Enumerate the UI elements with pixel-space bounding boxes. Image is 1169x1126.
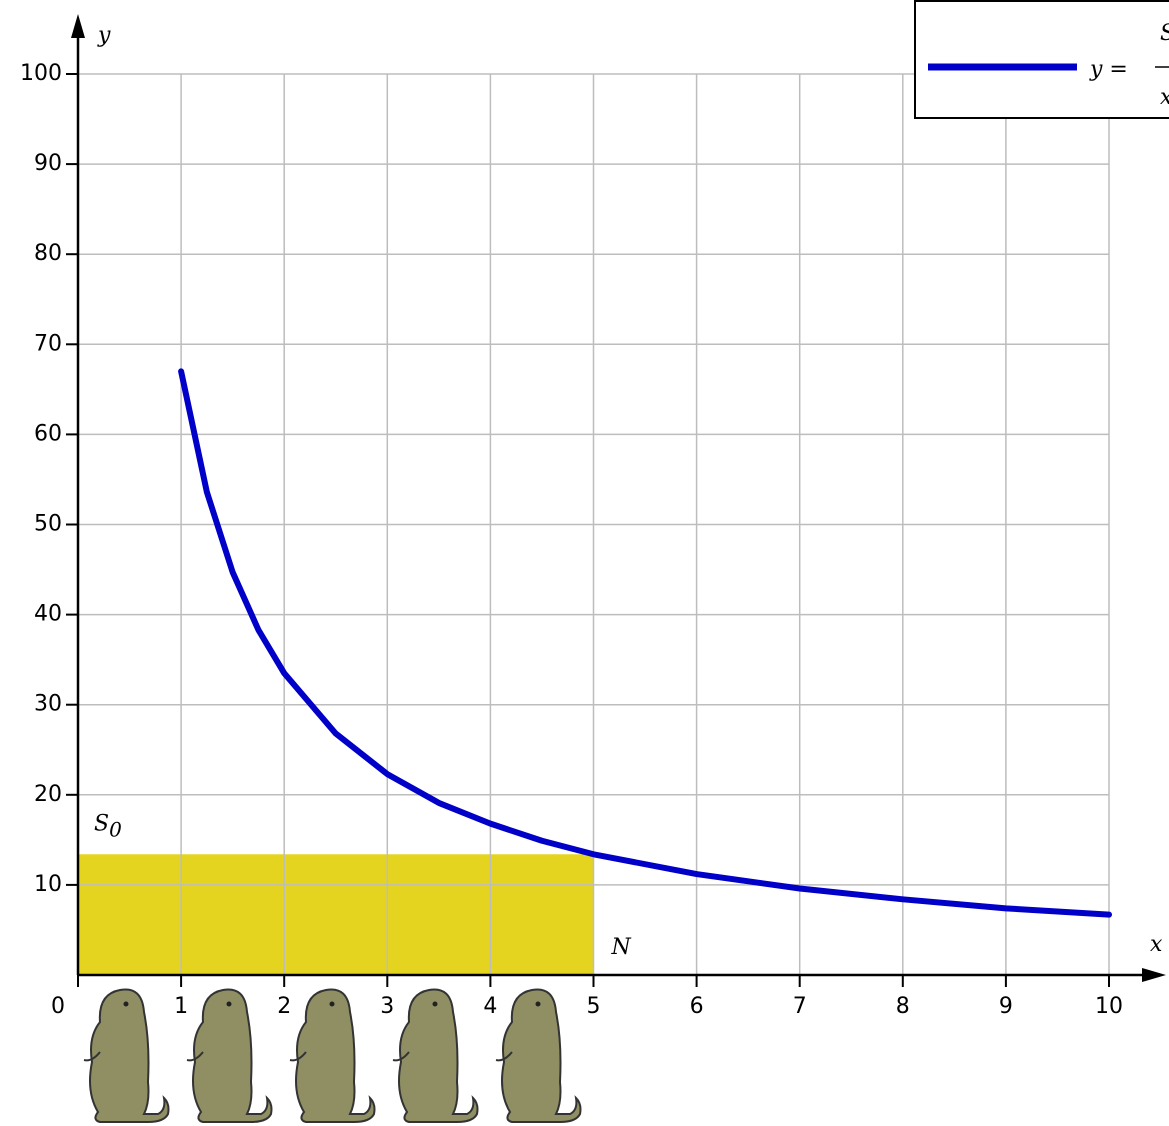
chart: S0102030405060708090100012345678910N y =… bbox=[0, 0, 1169, 1126]
legend-label: y = bbox=[1089, 57, 1128, 82]
x-tick-label: 8 bbox=[896, 994, 910, 1019]
x-tick-label: 0 bbox=[51, 994, 65, 1019]
y-tick-label: 50 bbox=[34, 512, 62, 537]
x-tick-label: 9 bbox=[999, 994, 1013, 1019]
y-tick-label: 40 bbox=[34, 602, 62, 627]
area-label-main: S bbox=[94, 811, 109, 836]
legend-denominator: x bbox=[1160, 85, 1169, 110]
legend: y = S x bbox=[915, 1, 1169, 118]
y-tick-label: 80 bbox=[34, 241, 62, 266]
y-tick-label: 60 bbox=[34, 421, 62, 446]
x-tick-label: 2 bbox=[277, 994, 291, 1019]
x-tick-label: 5 bbox=[587, 994, 601, 1019]
x-tick-label: 10 bbox=[1095, 994, 1123, 1019]
y-tick-label: 10 bbox=[34, 872, 62, 897]
y-axis-arrow bbox=[71, 14, 85, 38]
y-tick-label: 20 bbox=[34, 782, 62, 807]
y-axis-label: y bbox=[97, 23, 111, 48]
annotation: N bbox=[611, 935, 632, 960]
x-tick-label: 1 bbox=[174, 994, 188, 1019]
area-label: S0 bbox=[94, 811, 122, 841]
gophers bbox=[84, 989, 581, 1122]
y-tick-label: 70 bbox=[34, 331, 62, 356]
x-tick-label: 7 bbox=[793, 994, 807, 1019]
x-axis-arrow bbox=[1142, 968, 1166, 982]
x-tick-label: 6 bbox=[690, 994, 704, 1019]
y-tick-label: 90 bbox=[34, 151, 62, 176]
area-rect bbox=[78, 854, 594, 975]
x-tick-label: 4 bbox=[483, 994, 497, 1019]
area-label-sub: 0 bbox=[109, 817, 122, 841]
legend-numerator: S bbox=[1160, 21, 1169, 46]
y-tick-label: 30 bbox=[34, 692, 62, 717]
x-tick-label: 3 bbox=[380, 994, 394, 1019]
y-tick-label: 100 bbox=[20, 61, 62, 86]
legend-box bbox=[915, 1, 1169, 118]
curve bbox=[181, 371, 1109, 914]
x-axis-label: x bbox=[1150, 932, 1163, 957]
